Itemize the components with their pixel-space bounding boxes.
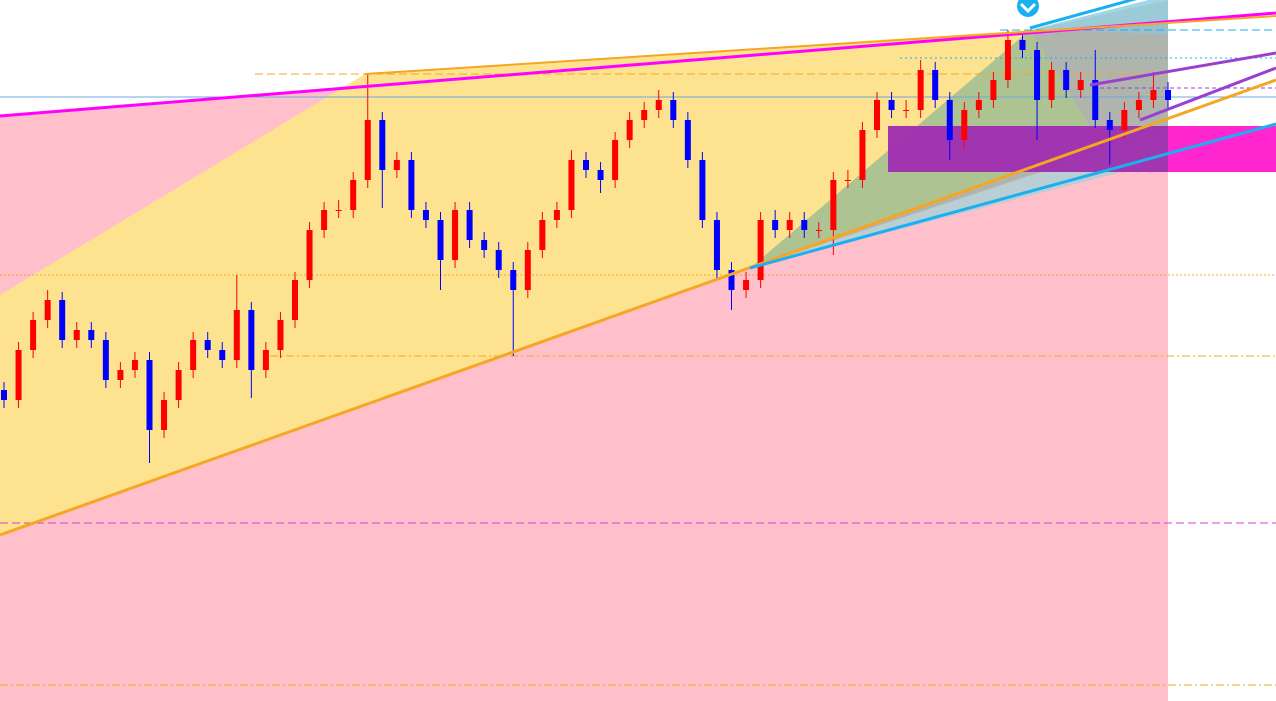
candle-body	[59, 300, 66, 340]
candle-body	[437, 220, 444, 260]
arrow-icon	[1017, 0, 1039, 17]
candle-body	[495, 250, 502, 270]
trend-line	[1029, 0, 1137, 30]
levels	[0, 29, 1276, 686]
candle-body	[277, 320, 284, 350]
candle-body	[757, 220, 764, 280]
candle-body	[641, 110, 648, 120]
candle-body	[597, 170, 604, 180]
candle-body	[1092, 80, 1099, 120]
candle-body	[190, 340, 197, 370]
candle-body	[1048, 70, 1055, 100]
candle-body	[830, 180, 837, 230]
candle-body	[73, 330, 80, 340]
candle-body	[961, 110, 968, 140]
candles	[1, 30, 1171, 463]
candle-body	[1106, 120, 1113, 130]
candle-body	[713, 220, 720, 270]
candle-body	[44, 300, 51, 320]
candle-body	[743, 280, 750, 290]
candle-body	[1150, 90, 1157, 100]
candle-body	[204, 340, 211, 350]
candle-body	[699, 160, 706, 220]
candle-body	[422, 210, 429, 220]
candle-body	[248, 310, 255, 370]
candle-body	[684, 120, 691, 160]
candle-body	[539, 220, 546, 250]
trend-line	[364, 15, 1276, 75]
candle-body	[917, 70, 924, 110]
trend-line	[1139, 66, 1276, 122]
candle-body	[1121, 110, 1128, 130]
trend-line	[749, 122, 1276, 270]
candle-body	[1, 390, 7, 400]
yellow-zone	[0, 30, 1100, 535]
candle-body	[379, 120, 386, 170]
candle-body	[335, 210, 342, 211]
candle-body	[1077, 80, 1084, 90]
candle-body	[146, 360, 153, 430]
candle-body	[844, 180, 851, 181]
candle-body	[801, 220, 808, 230]
candle-body	[262, 350, 269, 370]
candle-body	[1135, 100, 1142, 110]
candle-body	[874, 100, 880, 130]
candle-body	[990, 80, 997, 100]
candle-body	[481, 240, 488, 250]
candle-body	[670, 100, 677, 120]
trend-line	[0, 78, 1276, 537]
candle-body	[903, 110, 910, 111]
candle-body	[117, 370, 124, 380]
candle-body	[466, 210, 473, 240]
candle-body	[568, 160, 575, 210]
candle-body	[102, 340, 109, 380]
candle-body	[175, 370, 182, 400]
candle-body	[815, 230, 822, 231]
candle-body	[1063, 70, 1070, 90]
candle-body	[510, 270, 517, 290]
candle-body	[975, 100, 982, 110]
candle-body	[452, 210, 459, 260]
candle-body	[161, 400, 168, 430]
candle-body	[292, 280, 298, 320]
candle-body	[364, 120, 371, 180]
candle-body	[30, 320, 37, 350]
candle-body	[612, 140, 619, 180]
candle-body	[393, 160, 400, 170]
candle-body	[1165, 90, 1171, 100]
candle-body	[859, 130, 866, 180]
candle-body	[946, 100, 953, 140]
blue-zone	[1030, 0, 1168, 30]
blue-zone-2	[1040, 0, 1168, 35]
candle-body	[219, 350, 226, 360]
candle-body	[786, 220, 793, 230]
candle-body	[1034, 50, 1041, 100]
candle-body	[233, 310, 240, 360]
candle-body	[1004, 40, 1011, 80]
candle-body	[1019, 40, 1026, 50]
candle-body	[626, 120, 633, 140]
candle-body	[553, 210, 560, 220]
candle-body	[15, 350, 22, 400]
candle-body	[583, 160, 589, 170]
candle-body	[524, 250, 531, 290]
candle-body	[306, 230, 313, 280]
candle-body	[131, 360, 138, 370]
candle-body	[408, 160, 415, 210]
candle-body	[88, 330, 95, 340]
candle-body	[655, 100, 662, 110]
trend-line	[1089, 51, 1276, 87]
candle-body	[888, 100, 895, 110]
candle-body	[772, 220, 779, 230]
candle-body	[321, 210, 328, 230]
candle-body	[728, 270, 735, 290]
candle-body	[932, 70, 939, 100]
candle-body	[350, 180, 357, 210]
